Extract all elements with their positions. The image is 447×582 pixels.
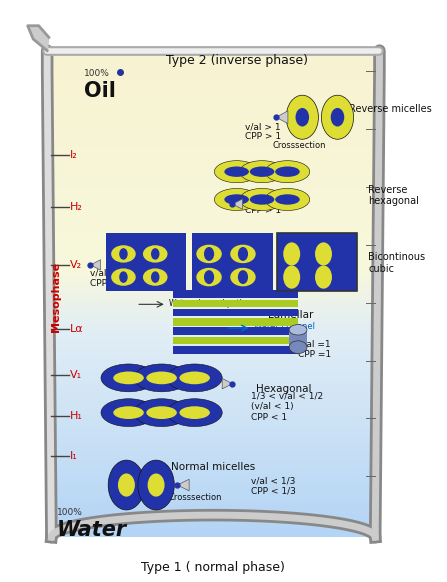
Polygon shape — [51, 513, 375, 514]
Polygon shape — [173, 300, 298, 307]
Polygon shape — [50, 224, 376, 226]
Polygon shape — [51, 407, 376, 409]
Polygon shape — [51, 502, 375, 503]
Polygon shape — [51, 471, 375, 473]
Text: Crosssection: Crosssection — [169, 494, 222, 502]
Polygon shape — [51, 333, 376, 335]
Polygon shape — [50, 162, 377, 164]
Polygon shape — [51, 442, 375, 443]
Polygon shape — [50, 108, 377, 109]
Polygon shape — [50, 176, 377, 177]
Polygon shape — [50, 143, 377, 145]
Polygon shape — [51, 480, 375, 482]
Polygon shape — [51, 440, 375, 442]
Circle shape — [151, 271, 160, 283]
Polygon shape — [51, 506, 375, 508]
Polygon shape — [51, 461, 375, 463]
Polygon shape — [51, 383, 376, 385]
Polygon shape — [51, 282, 376, 284]
Polygon shape — [50, 275, 376, 276]
Polygon shape — [50, 206, 377, 208]
Polygon shape — [51, 338, 376, 339]
Polygon shape — [51, 453, 375, 455]
Polygon shape — [51, 380, 376, 381]
Ellipse shape — [111, 268, 136, 286]
Polygon shape — [50, 94, 377, 96]
Polygon shape — [173, 346, 298, 353]
Polygon shape — [51, 521, 375, 523]
Polygon shape — [51, 434, 375, 435]
Text: Water: Water — [56, 520, 127, 540]
Polygon shape — [173, 328, 298, 335]
Polygon shape — [50, 80, 377, 81]
Polygon shape — [177, 479, 189, 491]
Polygon shape — [51, 313, 376, 315]
Polygon shape — [51, 445, 375, 446]
Polygon shape — [51, 416, 376, 417]
Text: v/al > 1
CPP > 1: v/al > 1 CPP > 1 — [245, 196, 281, 215]
Polygon shape — [51, 420, 376, 422]
Polygon shape — [51, 455, 375, 456]
Polygon shape — [51, 317, 376, 318]
Text: Crosssection: Crosssection — [273, 140, 326, 150]
Polygon shape — [50, 158, 377, 159]
Polygon shape — [49, 65, 377, 67]
Polygon shape — [51, 323, 376, 325]
Text: v/al =1
CPP =1: v/al =1 CPP =1 — [298, 339, 331, 359]
Polygon shape — [51, 386, 376, 388]
Polygon shape — [51, 500, 375, 502]
Text: I₂: I₂ — [70, 150, 78, 160]
Polygon shape — [50, 222, 376, 224]
Ellipse shape — [275, 194, 300, 205]
Text: 1/3 < v/al < 1/2
(v/al < 1)
CPP < 1: 1/3 < v/al < 1/2 (v/al < 1) CPP < 1 — [252, 392, 324, 422]
Polygon shape — [51, 391, 376, 393]
Polygon shape — [50, 115, 377, 117]
Text: D: D — [281, 244, 290, 254]
Polygon shape — [50, 208, 377, 210]
Polygon shape — [50, 200, 377, 201]
Text: Water channel path: Water channel path — [169, 299, 245, 308]
Polygon shape — [173, 337, 298, 345]
Polygon shape — [51, 459, 375, 461]
Polygon shape — [51, 290, 376, 292]
Ellipse shape — [134, 399, 189, 427]
Polygon shape — [51, 414, 376, 416]
Polygon shape — [50, 250, 376, 252]
Polygon shape — [50, 213, 377, 214]
Polygon shape — [49, 69, 377, 70]
Polygon shape — [173, 309, 298, 317]
Polygon shape — [51, 511, 375, 513]
Polygon shape — [50, 257, 376, 258]
Text: Mesophase: Mesophase — [51, 262, 61, 332]
Polygon shape — [51, 346, 376, 347]
Polygon shape — [51, 412, 376, 414]
Polygon shape — [51, 343, 376, 344]
Polygon shape — [51, 315, 376, 317]
Polygon shape — [50, 88, 377, 90]
Polygon shape — [50, 93, 377, 94]
Text: 100%: 100% — [56, 508, 82, 517]
Polygon shape — [51, 516, 375, 518]
Polygon shape — [50, 197, 377, 198]
Polygon shape — [50, 269, 376, 271]
Polygon shape — [50, 120, 377, 122]
Polygon shape — [51, 505, 375, 506]
Polygon shape — [51, 367, 376, 368]
Polygon shape — [50, 203, 377, 205]
Ellipse shape — [167, 364, 222, 392]
Text: I₁: I₁ — [70, 451, 78, 461]
Polygon shape — [276, 111, 288, 123]
Polygon shape — [50, 183, 377, 185]
Polygon shape — [51, 359, 376, 360]
Polygon shape — [49, 70, 377, 72]
Polygon shape — [51, 396, 376, 398]
Text: G: G — [337, 246, 346, 255]
Polygon shape — [51, 503, 375, 505]
Polygon shape — [50, 100, 377, 101]
Polygon shape — [51, 495, 375, 496]
Polygon shape — [51, 510, 375, 511]
Polygon shape — [51, 482, 375, 484]
Polygon shape — [50, 232, 376, 234]
Polygon shape — [51, 385, 376, 386]
Ellipse shape — [230, 268, 256, 286]
